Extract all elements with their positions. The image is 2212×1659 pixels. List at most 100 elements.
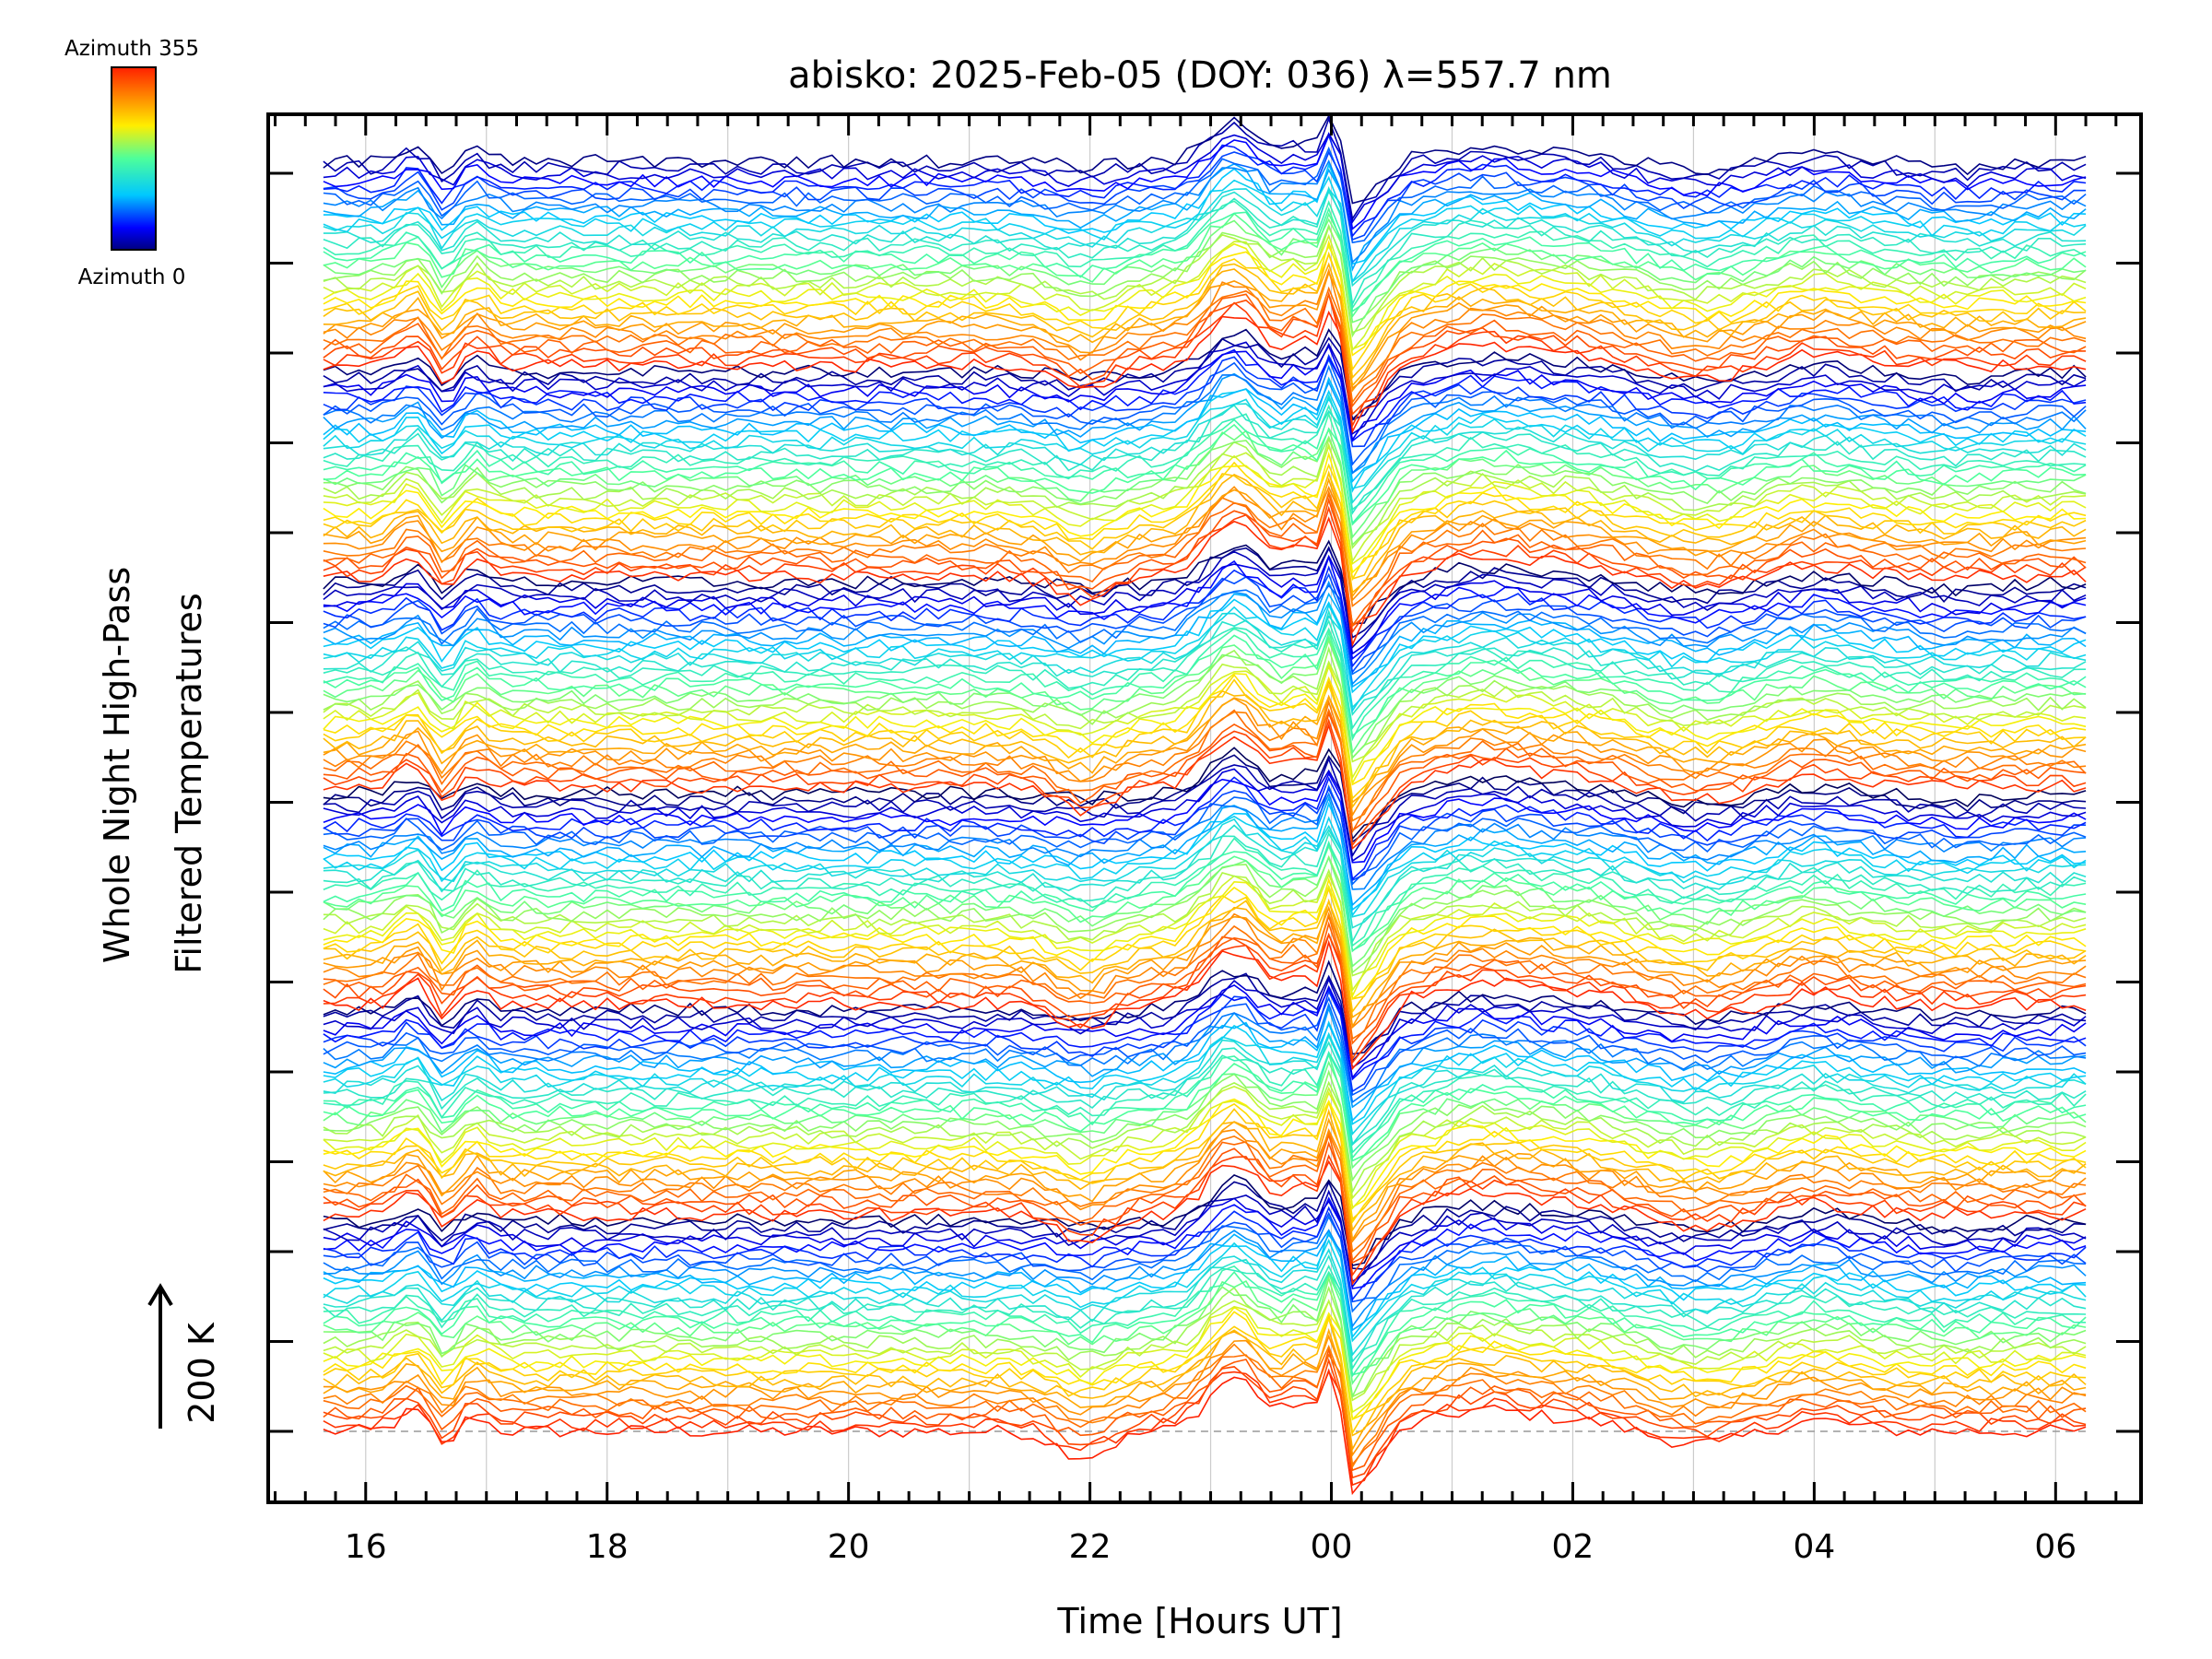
series-line <box>323 592 2087 688</box>
series-line <box>323 1196 2087 1290</box>
series-line <box>323 660 2087 763</box>
series-line <box>323 1021 2087 1123</box>
series-line <box>323 1299 2087 1414</box>
series-line <box>323 694 2087 804</box>
series-line <box>323 795 2087 907</box>
series-line <box>323 451 2087 574</box>
series-line <box>323 175 2087 284</box>
series-line <box>323 1265 2087 1378</box>
series-line <box>323 959 2087 1055</box>
series-line <box>323 344 2087 442</box>
colorbar: Azimuth 355 Azimuth 0 <box>65 37 199 289</box>
series-line <box>323 776 2087 881</box>
series-line <box>323 1099 2087 1221</box>
series-line <box>323 1090 2087 1210</box>
plot-frame <box>266 112 2143 1504</box>
series-line <box>323 554 2087 655</box>
series-line <box>323 912 2087 1030</box>
series-line <box>323 240 2087 357</box>
series-line <box>323 1002 2087 1104</box>
series-line <box>323 1033 2087 1147</box>
series-line <box>323 824 2087 929</box>
series-line <box>323 837 2087 947</box>
series-line <box>323 292 2087 416</box>
series-line <box>323 491 2087 628</box>
series-line <box>323 855 2087 968</box>
series-line <box>323 1271 2087 1385</box>
series-line <box>323 1299 2087 1402</box>
series-line <box>323 1131 2087 1253</box>
series-line <box>323 1132 2087 1263</box>
series-line <box>323 1069 2087 1182</box>
series-line <box>323 1368 2087 1496</box>
y-axis-label-line2: Filtered Temperatures <box>169 593 209 973</box>
series-line <box>323 546 2087 639</box>
scale-label: 200 K <box>182 1322 222 1424</box>
series-line <box>323 1141 2087 1265</box>
series-line <box>323 629 2087 737</box>
series-line <box>323 1370 2087 1487</box>
series-line <box>323 1358 2087 1479</box>
series-line <box>323 470 2087 594</box>
series-line <box>323 411 2087 525</box>
series-line <box>323 977 2087 1069</box>
series-line <box>323 115 2087 205</box>
series-line <box>323 1052 2087 1162</box>
series-line <box>323 206 2087 313</box>
series-line <box>323 1276 2087 1399</box>
series-line <box>323 159 2087 265</box>
series-line <box>323 485 2087 602</box>
series-line <box>323 1159 2087 1287</box>
series-line <box>323 336 2087 421</box>
x-tick-label: 16 <box>345 1528 387 1566</box>
series-line <box>323 423 2087 526</box>
series-line <box>323 580 2087 686</box>
series-line <box>323 635 2087 755</box>
series-line <box>323 718 2087 847</box>
series-line <box>323 818 2087 918</box>
x-tick-label: 20 <box>828 1528 870 1566</box>
series-line <box>323 310 2087 434</box>
series-line <box>323 290 2087 429</box>
series-line <box>323 547 2087 650</box>
series-line <box>323 353 2087 448</box>
series-line <box>323 150 2087 241</box>
series-line <box>323 163 2087 272</box>
series-line <box>323 1020 2087 1125</box>
series-line <box>323 900 2087 1014</box>
colorbar-gradient <box>111 66 157 251</box>
series-line <box>323 603 2087 713</box>
series-line <box>323 1100 2087 1224</box>
series-line <box>323 1306 2087 1421</box>
series-line <box>323 843 2087 953</box>
series-line <box>323 674 2087 786</box>
series-line <box>323 932 2087 1062</box>
series-line <box>323 471 2087 581</box>
series-line <box>323 404 2087 512</box>
series-line <box>323 868 2087 977</box>
series-line <box>323 1286 2087 1398</box>
series-line <box>323 224 2087 334</box>
series-line <box>323 233 2087 352</box>
series-line <box>323 162 2087 265</box>
series-line <box>323 787 2087 882</box>
series-line <box>323 1051 2087 1155</box>
colorbar-top-label: Azimuth 355 <box>65 37 199 61</box>
x-tick-label: 04 <box>1793 1528 1835 1566</box>
x-tick-labels: 16 18 20 22 00 02 04 06 <box>345 1528 2077 1566</box>
series-line <box>323 497 2087 628</box>
series-line <box>323 328 2087 421</box>
series-line <box>323 1154 2087 1277</box>
series-line <box>323 1230 2087 1339</box>
series-line <box>323 252 2087 371</box>
series-line <box>323 251 2087 380</box>
series-line <box>323 1264 2087 1371</box>
series-line <box>323 505 2087 634</box>
series-line <box>323 972 2087 1063</box>
y-axis-label: Whole Night High-Pass Filtered Temperatu… <box>97 567 209 974</box>
series-line <box>323 1117 2087 1242</box>
x-tick-label: 06 <box>2034 1528 2077 1566</box>
series-line <box>323 939 2087 1071</box>
series-line <box>323 1006 2087 1109</box>
x-tick-label: 02 <box>1552 1528 1594 1566</box>
